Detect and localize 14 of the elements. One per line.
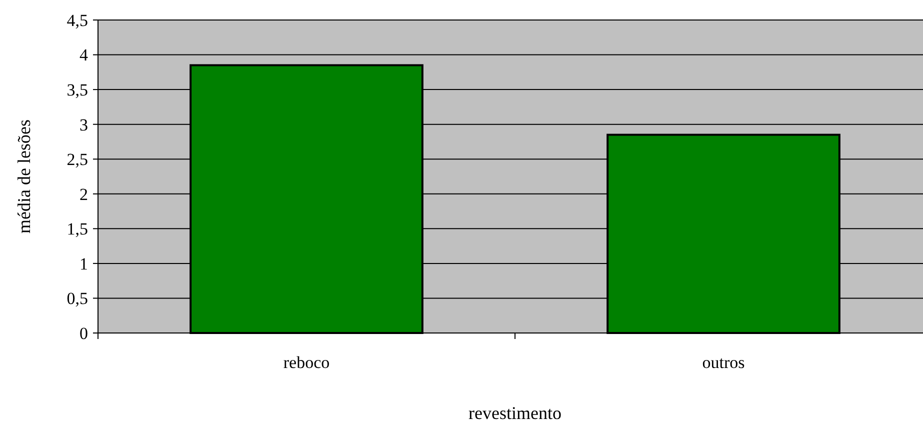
x-axis-title: revestimento xyxy=(468,403,562,423)
y-axis-title: média de lesões xyxy=(14,120,34,234)
x-tick-label: reboco xyxy=(283,353,330,372)
y-tick-label: 1,5 xyxy=(66,220,88,239)
y-tick-label: 0,5 xyxy=(66,289,88,308)
y-tick-label: 4,5 xyxy=(66,10,88,30)
y-tick-label: 2,5 xyxy=(66,150,88,170)
y-tick-label: 3 xyxy=(80,115,88,134)
y-tick-label: 4 xyxy=(80,46,88,65)
y-tick-label: 0 xyxy=(80,324,88,343)
y-tick-label: 2 xyxy=(80,184,88,204)
y-tick-label: 3,5 xyxy=(66,80,88,100)
x-tick-label: outros xyxy=(702,353,745,372)
y-tick-label: 1 xyxy=(80,254,88,274)
